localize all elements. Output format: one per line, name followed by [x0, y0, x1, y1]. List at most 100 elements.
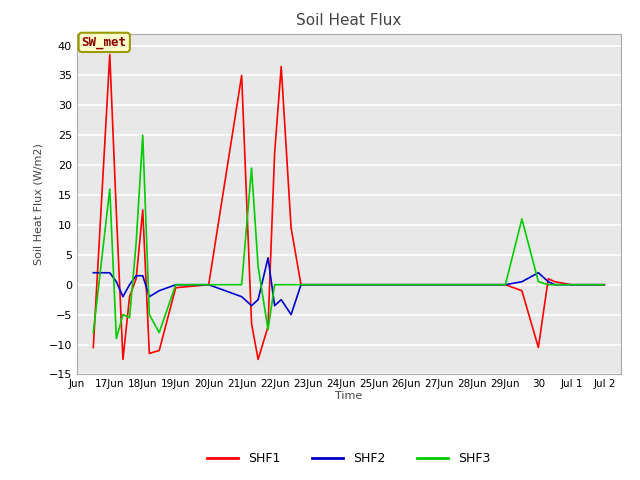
SHF3 [277, 282, 285, 288]
SHF3 [172, 282, 180, 288]
SHF3 [132, 240, 140, 246]
SHF2 [502, 282, 509, 288]
SHF1 [370, 282, 378, 288]
SHF2 [545, 279, 552, 285]
SHF2 [277, 297, 285, 302]
SHF2 [337, 282, 344, 288]
Text: SW_met: SW_met [82, 36, 127, 49]
SHF1 [551, 279, 559, 285]
Y-axis label: Soil Heat Flux (W/m2): Soil Heat Flux (W/m2) [33, 143, 43, 265]
SHF2 [534, 270, 542, 276]
SHF3 [205, 282, 212, 288]
SHF2 [468, 282, 476, 288]
SHF2 [600, 282, 608, 288]
SHF1 [403, 282, 410, 288]
SHF2 [551, 282, 559, 288]
SHF3 [271, 282, 278, 288]
SHF3 [248, 165, 255, 171]
SHF2 [113, 279, 120, 285]
SHF2 [297, 282, 305, 288]
SHF3 [600, 282, 608, 288]
SHF1 [119, 357, 127, 362]
SHF3 [436, 282, 444, 288]
SHF1 [337, 282, 344, 288]
SHF1 [502, 282, 509, 288]
SHF2 [156, 288, 163, 294]
SHF2 [119, 294, 127, 300]
SHF1 [113, 210, 120, 216]
SHF3 [518, 216, 525, 222]
Legend: SHF1, SHF2, SHF3: SHF1, SHF2, SHF3 [202, 447, 495, 470]
SHF1 [264, 324, 272, 329]
SHF1 [106, 52, 114, 58]
SHF3 [254, 264, 262, 270]
Line: SHF3: SHF3 [93, 135, 604, 338]
SHF1 [468, 282, 476, 288]
SHF2 [287, 312, 295, 317]
SHF2 [205, 282, 212, 288]
SHF3 [113, 336, 120, 341]
SHF2 [90, 270, 97, 276]
SHF3 [125, 315, 133, 321]
SHF1 [156, 348, 163, 353]
SHF1 [287, 225, 295, 231]
SHF2 [370, 282, 378, 288]
SHF3 [145, 312, 153, 317]
SHF3 [238, 282, 246, 288]
SHF2 [304, 282, 312, 288]
SHF2 [238, 294, 246, 300]
SHF2 [568, 282, 575, 288]
SHF1 [304, 282, 312, 288]
SHF1 [534, 345, 542, 350]
SHF1 [568, 282, 575, 288]
SHF2 [125, 282, 133, 288]
SHF1 [518, 288, 525, 294]
SHF2 [106, 270, 114, 276]
SHF1 [436, 282, 444, 288]
SHF3 [502, 282, 509, 288]
SHF3 [287, 282, 295, 288]
SHF3 [568, 282, 575, 288]
SHF3 [337, 282, 344, 288]
SHF1 [145, 350, 153, 356]
SHF1 [600, 282, 608, 288]
SHF1 [238, 72, 246, 78]
SHF3 [534, 279, 542, 285]
SHF2 [132, 273, 140, 278]
SHF3 [106, 186, 114, 192]
Line: SHF2: SHF2 [93, 258, 604, 314]
SHF2 [271, 303, 278, 309]
SHF1 [139, 207, 147, 213]
SHF3 [119, 312, 127, 317]
Title: Soil Heat Flux: Soil Heat Flux [296, 13, 401, 28]
SHF3 [468, 282, 476, 288]
SHF1 [271, 150, 278, 156]
SHF3 [264, 327, 272, 333]
SHF1 [545, 276, 552, 282]
SHF3 [370, 282, 378, 288]
SHF2 [145, 294, 153, 300]
SHF3 [403, 282, 410, 288]
SHF3 [297, 282, 305, 288]
SHF1 [205, 282, 212, 288]
SHF2 [403, 282, 410, 288]
SHF3 [545, 282, 552, 288]
SHF1 [248, 321, 255, 326]
SHF2 [139, 273, 147, 278]
SHF2 [436, 282, 444, 288]
X-axis label: Time: Time [335, 391, 362, 401]
SHF2 [172, 282, 180, 288]
SHF1 [90, 345, 97, 350]
SHF1 [277, 64, 285, 70]
SHF1 [297, 282, 305, 288]
SHF3 [156, 330, 163, 336]
SHF1 [132, 276, 140, 282]
SHF2 [264, 255, 272, 261]
SHF3 [304, 282, 312, 288]
SHF2 [248, 303, 255, 309]
SHF3 [139, 132, 147, 138]
SHF1 [172, 285, 180, 290]
SHF2 [518, 279, 525, 285]
Line: SHF1: SHF1 [93, 55, 604, 360]
SHF1 [125, 294, 133, 300]
